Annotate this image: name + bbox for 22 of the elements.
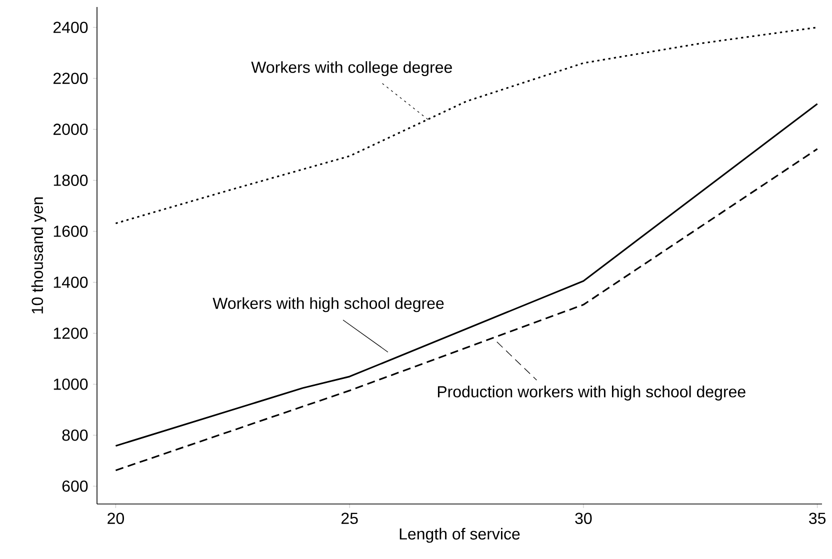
x-tick-label: 25 xyxy=(341,512,358,524)
y-tick-label: 1600 xyxy=(54,226,88,237)
y-tick-label: 1200 xyxy=(54,328,88,339)
y-tick-label: 1000 xyxy=(54,378,88,390)
line-series xyxy=(114,148,818,472)
series-label: Workers with high school degree xyxy=(212,297,444,312)
x-tick-label: 30 xyxy=(575,512,592,524)
series-label: Workers with college degree xyxy=(251,61,452,76)
y-tick-label: 800 xyxy=(62,430,88,441)
y-tick-label: 1400 xyxy=(54,276,88,288)
y-tick-label: 2200 xyxy=(53,72,88,84)
y-tick-label: 2400 xyxy=(53,22,88,34)
x-axis-title: Length of service xyxy=(400,528,520,543)
line-series xyxy=(114,103,818,447)
y-tick-label: 1800 xyxy=(54,174,88,186)
legend-label: Production workers with high school degree xyxy=(438,386,746,401)
y-axis-title: 10 thousand yen xyxy=(31,197,46,314)
line-series xyxy=(114,26,818,224)
y-tick-label: 2000 xyxy=(53,124,88,135)
y-tick-label: 600 xyxy=(62,480,88,492)
x-tick-label: 35 xyxy=(809,512,826,524)
x-tick-label: 20 xyxy=(108,512,124,524)
